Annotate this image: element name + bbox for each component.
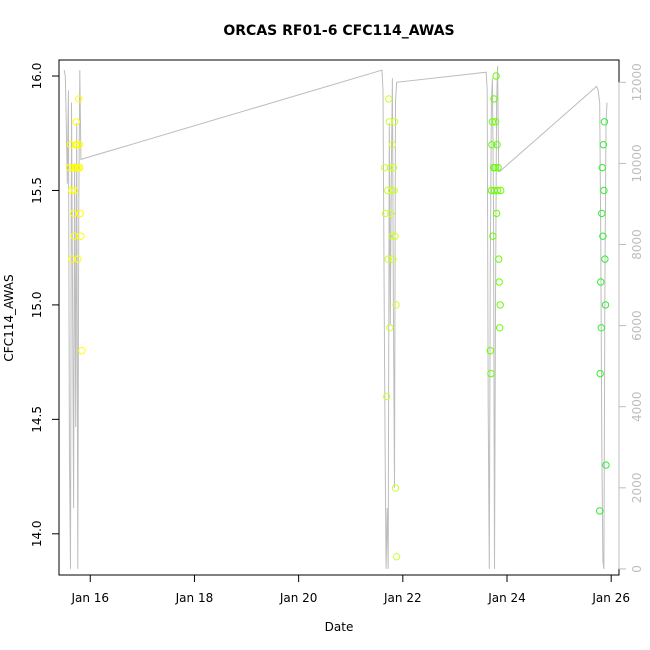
data-point bbox=[73, 141, 81, 149]
data-point bbox=[75, 141, 84, 149]
data-point bbox=[390, 118, 399, 126]
data-point bbox=[391, 232, 399, 240]
data-point bbox=[600, 186, 608, 195]
y-tick-label: 15.0 bbox=[30, 292, 44, 319]
data-point bbox=[72, 118, 80, 126]
data-point bbox=[495, 278, 503, 286]
data-point bbox=[489, 232, 497, 240]
data-point bbox=[385, 95, 393, 103]
x-tick-label: Jan 26 bbox=[591, 591, 630, 605]
y-tick-label: 16.0 bbox=[30, 63, 44, 90]
data-point bbox=[388, 141, 397, 149]
data-point bbox=[600, 118, 609, 126]
data-points bbox=[65, 72, 610, 561]
data-point bbox=[385, 118, 393, 126]
data-point bbox=[488, 141, 496, 149]
data-point bbox=[497, 186, 505, 195]
data-point bbox=[496, 301, 504, 309]
data-point bbox=[491, 163, 499, 172]
plot-frame bbox=[58, 59, 620, 576]
x-axis: Jan 16 Jan 18 Jan 20 Jan 22 Jan 24 Jan 26 bbox=[70, 574, 630, 605]
data-point bbox=[389, 255, 397, 263]
data-point bbox=[597, 324, 605, 332]
data-point bbox=[598, 163, 606, 172]
data-point bbox=[386, 324, 394, 332]
data-point bbox=[597, 278, 605, 286]
data-point bbox=[383, 392, 391, 401]
data-point bbox=[601, 255, 609, 263]
y-tick-label: 14.5 bbox=[30, 406, 44, 433]
altitude-series-line bbox=[63, 66, 608, 569]
y-tick-label: 14.0 bbox=[30, 520, 44, 547]
data-point bbox=[77, 232, 85, 240]
data-point bbox=[599, 232, 607, 240]
x-tick-label: Jan 24 bbox=[487, 591, 526, 605]
data-point bbox=[68, 255, 76, 263]
data-point bbox=[389, 163, 398, 172]
data-point bbox=[75, 95, 83, 103]
chart-title: ORCAS RF01-6 CFC114_AWAS bbox=[223, 23, 454, 39]
y-axis: 14.0 14.5 15.0 15.5 16.0 bbox=[30, 63, 60, 547]
data-point bbox=[70, 186, 79, 195]
y-tick-label: 15.5 bbox=[30, 177, 44, 204]
y2-tick-label: 12000 bbox=[630, 63, 644, 101]
data-point bbox=[388, 232, 396, 240]
data-point bbox=[380, 163, 389, 172]
data-point bbox=[392, 301, 400, 309]
data-point bbox=[496, 324, 504, 332]
data-point bbox=[490, 95, 498, 103]
data-point bbox=[76, 209, 85, 218]
data-point bbox=[387, 186, 396, 195]
x-tick-label: Jan 18 bbox=[175, 591, 214, 605]
y2-tick-label: 4000 bbox=[630, 391, 644, 422]
data-point bbox=[596, 507, 604, 515]
data-point bbox=[601, 301, 610, 309]
data-point bbox=[598, 209, 606, 218]
x-tick-label: Jan 22 bbox=[383, 591, 422, 605]
y2-tick-label: 6000 bbox=[630, 310, 644, 341]
data-point bbox=[493, 186, 502, 195]
data-point bbox=[390, 186, 398, 195]
x-tick-label: Jan 20 bbox=[279, 591, 318, 605]
data-point bbox=[493, 141, 501, 149]
data-point bbox=[76, 163, 84, 172]
data-point bbox=[494, 163, 502, 172]
altitude-line bbox=[63, 66, 608, 569]
data-point bbox=[492, 209, 501, 218]
data-point bbox=[492, 72, 500, 80]
y2-tick-label: 10000 bbox=[630, 144, 644, 182]
data-point bbox=[78, 347, 86, 355]
data-point bbox=[381, 209, 390, 218]
data-point bbox=[486, 347, 494, 355]
data-point bbox=[495, 255, 503, 263]
y2-tick-label: 0 bbox=[630, 565, 644, 573]
data-point bbox=[392, 553, 401, 561]
data-point bbox=[74, 255, 82, 263]
data-point bbox=[488, 118, 497, 126]
y2-tick-label: 2000 bbox=[630, 473, 644, 504]
data-point bbox=[602, 461, 610, 469]
y2-axis: 0 2000 4000 6000 8000 10000 12000 bbox=[618, 63, 644, 573]
data-point bbox=[386, 163, 394, 172]
x-axis-label: Date bbox=[325, 620, 354, 634]
y2-tick-label: 8000 bbox=[630, 229, 644, 260]
y-axis-label: CFC114_AWAS bbox=[2, 274, 16, 361]
data-point bbox=[599, 141, 608, 149]
data-point bbox=[384, 255, 392, 263]
data-point bbox=[391, 484, 400, 492]
data-point bbox=[596, 369, 604, 378]
data-point bbox=[67, 186, 76, 195]
data-point bbox=[65, 163, 74, 172]
data-point bbox=[491, 118, 500, 126]
data-point bbox=[487, 369, 495, 378]
x-tick-label: Jan 16 bbox=[70, 591, 109, 605]
data-point bbox=[387, 209, 395, 218]
